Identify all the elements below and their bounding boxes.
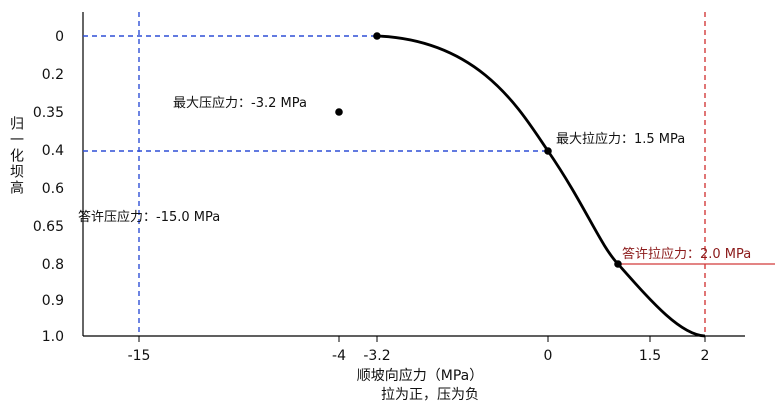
y-tick-label: 1.0 [42, 329, 64, 345]
x-tick-label: -3.2 [363, 348, 390, 364]
x-axis-subtitle: 拉为正，压为负 [381, 387, 479, 403]
y-tick-label: 0.6 [42, 181, 64, 197]
x-axis-title: 顺坡向应力（MPa） [357, 367, 483, 384]
y-tick-label: 0.35 [33, 105, 64, 121]
y-tick-label: 0.2 [42, 67, 64, 83]
annotation-max-tensile: 最大拉应力：1.5 MPa [556, 131, 685, 147]
point-max-compressive [373, 32, 381, 40]
annotation-allow-tensile: 答许拉应力：2.0 MPa [622, 246, 751, 262]
x-tick-label: 0 [544, 348, 553, 364]
y-tick-label: 0.65 [33, 219, 64, 235]
y-axis-title: 归一化坝高 [8, 115, 24, 196]
y-tick-label: 0.4 [42, 143, 64, 159]
point-marker [335, 108, 343, 116]
y-tick-label: 0.8 [42, 257, 64, 273]
x-tick-label: 2 [701, 348, 710, 364]
annotation-allow-compressive: 答许压应力：-15.0 MPa [78, 209, 220, 225]
y-tick-label: 0.9 [42, 293, 64, 309]
annotation-max-compressive: 最大压应力：-3.2 MPa [173, 95, 307, 111]
point-allow-tensile [614, 260, 622, 268]
x-tick-label: -15 [128, 348, 151, 364]
stress-curve [376, 34, 706, 338]
y-tick-label: 0 [55, 29, 64, 45]
x-tick-label: 1.5 [639, 348, 661, 364]
point-max-tensile [544, 147, 552, 155]
x-tick-label: -4 [332, 348, 346, 364]
